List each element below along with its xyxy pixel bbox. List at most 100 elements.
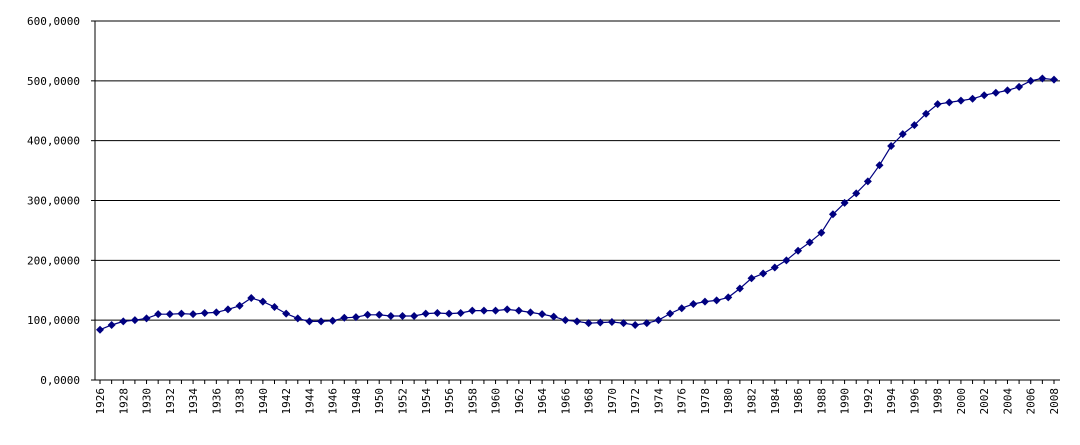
data-point xyxy=(700,297,709,306)
y-tick-label: 0,0000 xyxy=(40,374,80,387)
x-tick-label: 1978 xyxy=(699,388,712,415)
data-point xyxy=(189,310,198,319)
data-point xyxy=(1050,75,1058,84)
data-point xyxy=(526,308,535,317)
data-point xyxy=(735,284,744,293)
x-tick-label: 1926 xyxy=(94,388,107,415)
x-tick-label: 1960 xyxy=(490,388,503,415)
x-tick-label: 1934 xyxy=(187,388,200,415)
data-point xyxy=(991,88,1000,97)
x-tick-label: 1946 xyxy=(327,388,340,415)
x-tick-label: 1938 xyxy=(234,388,247,415)
x-tick-label: 1992 xyxy=(862,388,875,415)
data-point xyxy=(247,294,256,303)
series-line xyxy=(99,77,1055,331)
x-tick-label: 2000 xyxy=(955,388,968,415)
x-tick-label: 1964 xyxy=(536,388,549,415)
data-point xyxy=(142,314,151,323)
x-tick-label: 1954 xyxy=(420,388,433,415)
x-tick-label: 2002 xyxy=(978,388,991,415)
data-point xyxy=(223,305,232,314)
data-point xyxy=(1003,86,1012,95)
y-axis-tick-labels: 0,0000 100,0000 200,0000 300,0000 400,0000 50… xyxy=(27,15,80,387)
data-point xyxy=(293,314,302,323)
x-tick-label: 2006 xyxy=(1025,388,1038,415)
data-point xyxy=(258,297,267,306)
data-point xyxy=(677,304,686,313)
data-point xyxy=(945,98,954,107)
data-point xyxy=(410,311,419,320)
x-tick-label: 1988 xyxy=(815,388,828,415)
x-tick-label: 1984 xyxy=(769,388,782,415)
y-tick-label: 100,0000 xyxy=(27,314,80,327)
data-point xyxy=(689,300,698,309)
y-tick-label: 600,0000 xyxy=(27,15,80,28)
x-tick-label: 1994 xyxy=(885,388,898,415)
data-point xyxy=(200,308,209,317)
data-point xyxy=(875,161,884,170)
x-tick-label: 1966 xyxy=(559,388,572,415)
grid-lines xyxy=(91,20,1060,381)
x-tick-label: 1968 xyxy=(583,388,596,415)
data-point xyxy=(933,100,942,109)
y-tick-label: 400,0000 xyxy=(27,135,80,148)
x-tick-label: 1998 xyxy=(932,388,945,415)
x-tick-label: 1958 xyxy=(466,388,479,415)
x-tick-label: 1970 xyxy=(606,388,619,415)
x-tick-label: 1940 xyxy=(257,388,270,415)
data-point xyxy=(386,311,395,320)
data-point xyxy=(363,310,372,319)
data-point xyxy=(549,312,558,321)
x-tick-label: 1932 xyxy=(164,388,177,415)
data-point xyxy=(747,274,756,283)
x-tick-label: 1936 xyxy=(210,388,223,415)
data-point xyxy=(584,319,593,328)
x-tick-label: 2008 xyxy=(1048,388,1061,415)
data-point xyxy=(910,121,919,130)
data-point xyxy=(503,305,512,314)
data-point xyxy=(782,256,791,265)
x-axis-tick-labels: 1926 1928 1930 1932 1934 1936 1938 1940 1942 1944… xyxy=(94,388,1061,415)
data-point xyxy=(840,198,849,207)
data-point xyxy=(642,319,651,328)
data-point xyxy=(666,309,675,318)
x-tick-label: 1976 xyxy=(676,388,689,415)
data-point xyxy=(759,269,768,278)
data-point xyxy=(770,263,779,272)
data-point xyxy=(107,320,116,329)
data-point xyxy=(538,310,547,319)
x-tick-label: 1950 xyxy=(373,388,386,415)
data-point xyxy=(119,317,128,326)
data-point xyxy=(235,301,244,310)
data-point xyxy=(828,210,837,219)
y-tick-label: 300,0000 xyxy=(27,195,80,208)
data-point xyxy=(177,309,186,318)
data-point xyxy=(898,130,907,139)
data-point xyxy=(805,238,814,247)
data-point xyxy=(863,177,872,186)
data-point xyxy=(130,316,139,325)
data-point xyxy=(1015,82,1024,91)
data-point xyxy=(317,317,326,326)
y-tick-label: 200,0000 xyxy=(27,254,80,267)
data-point xyxy=(794,246,803,255)
data-point xyxy=(561,316,570,325)
data-point xyxy=(922,109,931,118)
data-point xyxy=(887,142,896,151)
data-point xyxy=(956,96,965,105)
data-point xyxy=(491,306,500,315)
x-tick-label: 2004 xyxy=(1001,388,1014,415)
data-point xyxy=(154,310,163,319)
data-point xyxy=(375,310,384,319)
data-point xyxy=(607,317,616,326)
data-point xyxy=(724,293,733,302)
data-point xyxy=(456,308,465,317)
x-tick-label: 1952 xyxy=(396,388,409,415)
data-point xyxy=(631,320,640,329)
data-point xyxy=(654,316,663,325)
x-tick-label: 1962 xyxy=(513,388,526,415)
data-point xyxy=(1026,76,1035,85)
x-tick-label: 1974 xyxy=(652,388,665,415)
x-tick-label: 1990 xyxy=(839,388,852,415)
